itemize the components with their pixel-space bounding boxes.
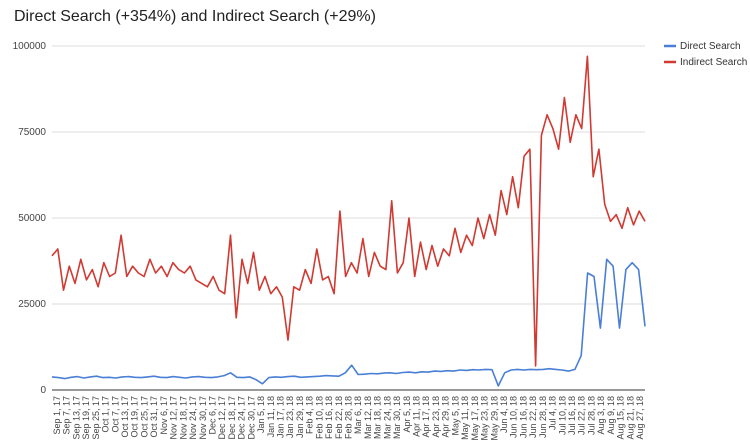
x-tick-label: Sep 19, 17 (81, 396, 91, 440)
x-tick-label: Oct 31, 17 (149, 396, 159, 438)
x-tick-label: Feb 16, 18 (324, 396, 334, 439)
x-tick-label: Oct 1, 17 (101, 396, 111, 433)
x-tick-label: Feb 4, 18 (305, 396, 315, 434)
x-tick-label: May 17, 18 (470, 396, 480, 441)
x-tick-label: Jan 17, 18 (275, 396, 285, 438)
x-tick-label: Aug 3, 18 (596, 396, 606, 435)
x-tick-label: Aug 15, 18 (616, 396, 626, 440)
y-tick-label: 100000 (13, 41, 47, 52)
x-tick-label: Mar 18, 18 (373, 396, 383, 439)
x-tick-label: Dec 6, 17 (207, 396, 217, 435)
x-tick-label: Oct 7, 17 (110, 396, 120, 433)
x-tick-label: Jun 10, 18 (509, 396, 519, 438)
x-tick-label: Jul 28, 18 (586, 396, 596, 435)
x-tick-label: Jan 5, 18 (256, 396, 266, 433)
y-tick-label: 25000 (18, 299, 46, 310)
x-tick-label: Jun 16, 18 (518, 396, 528, 438)
y-tick-label: 0 (40, 385, 46, 396)
series-line-indirect-search (51, 55, 646, 367)
x-tick-label: May 23, 18 (480, 396, 490, 441)
chart-title: Direct Search (+354%) and Indirect Searc… (14, 8, 376, 25)
x-tick-label: Mar 24, 18 (382, 396, 392, 439)
x-tick-label: Apr 23, 18 (431, 396, 441, 438)
legend-label: Direct Search (680, 41, 741, 52)
x-tick-label: Jun 4, 18 (499, 396, 509, 433)
series-line-direct-search (51, 258, 646, 387)
y-axis-ticks: 0 25000 50000 75000 100000 (13, 41, 47, 396)
x-tick-label: Jan 29, 18 (295, 396, 305, 438)
x-tick-label: Aug 21, 18 (625, 396, 635, 440)
x-tick-label: Oct 19, 17 (130, 396, 140, 438)
x-tick-label: Apr 11, 18 (412, 396, 422, 437)
x-tick-label: Dec 18, 17 (227, 396, 237, 440)
y-tick-label: 75000 (18, 127, 46, 138)
legend: Direct Search Indirect Search (664, 41, 747, 68)
x-tick-label: Jan 23, 18 (285, 396, 295, 438)
x-tick-label: Apr 17, 18 (421, 396, 431, 438)
x-tick-label: Nov 30, 17 (198, 396, 208, 440)
series-lines (51, 55, 646, 387)
x-tick-label: Dec 12, 17 (217, 396, 227, 440)
x-tick-label: Nov 18, 17 (178, 396, 188, 440)
x-tick-label: Jul 22, 18 (577, 396, 587, 435)
x-tick-label: Mar 12, 18 (363, 396, 373, 439)
x-tick-label: Feb 28, 18 (344, 396, 354, 439)
x-axis-ticks: Sep 1, 17 Sep 7, 17 Sep 13, 17 Sep 19, 17 Se… (52, 396, 645, 441)
y-tick-label: 50000 (18, 213, 46, 224)
x-tick-label: Dec 30, 17 (246, 396, 256, 440)
grid-lines (52, 45, 645, 391)
x-tick-label: May 5, 18 (450, 396, 460, 436)
x-tick-label: Sep 1, 17 (52, 396, 62, 435)
x-tick-label: Nov 6, 17 (159, 396, 169, 435)
x-tick-label: Mar 6, 18 (353, 396, 363, 434)
x-tick-label: Jun 22, 18 (528, 396, 538, 438)
x-tick-label: Sep 13, 17 (71, 396, 81, 440)
x-tick-label: Jul 10, 18 (557, 396, 567, 435)
x-tick-label: Jul 4, 18 (548, 396, 558, 430)
legend-label: Indirect Search (680, 57, 747, 68)
x-tick-label: Jan 11, 18 (266, 396, 276, 437)
x-tick-label: Apr 5, 18 (402, 396, 412, 433)
x-tick-label: Jun 28, 18 (538, 396, 548, 438)
x-tick-label: May 29, 18 (489, 396, 499, 441)
x-tick-label: Sep 7, 17 (62, 396, 72, 435)
x-tick-label: Feb 22, 18 (334, 396, 344, 439)
x-tick-label: Nov 12, 17 (169, 396, 179, 440)
x-tick-label: Mar 30, 18 (392, 396, 402, 439)
x-tick-label: Oct 25, 17 (139, 396, 149, 438)
x-tick-label: Sep 25, 17 (91, 396, 101, 440)
x-tick-label: Oct 13, 17 (120, 396, 130, 438)
x-tick-label: Feb 10, 18 (314, 396, 324, 439)
x-tick-label: Jul 16, 18 (567, 396, 577, 435)
x-tick-label: Aug 27, 18 (635, 396, 645, 440)
x-tick-label: Apr 29, 18 (441, 396, 451, 438)
x-tick-label: Nov 24, 17 (188, 396, 198, 440)
x-tick-label: Aug 9, 18 (606, 396, 616, 435)
x-tick-label: Dec 24, 17 (237, 396, 247, 440)
x-tick-label: May 11, 18 (460, 396, 470, 440)
